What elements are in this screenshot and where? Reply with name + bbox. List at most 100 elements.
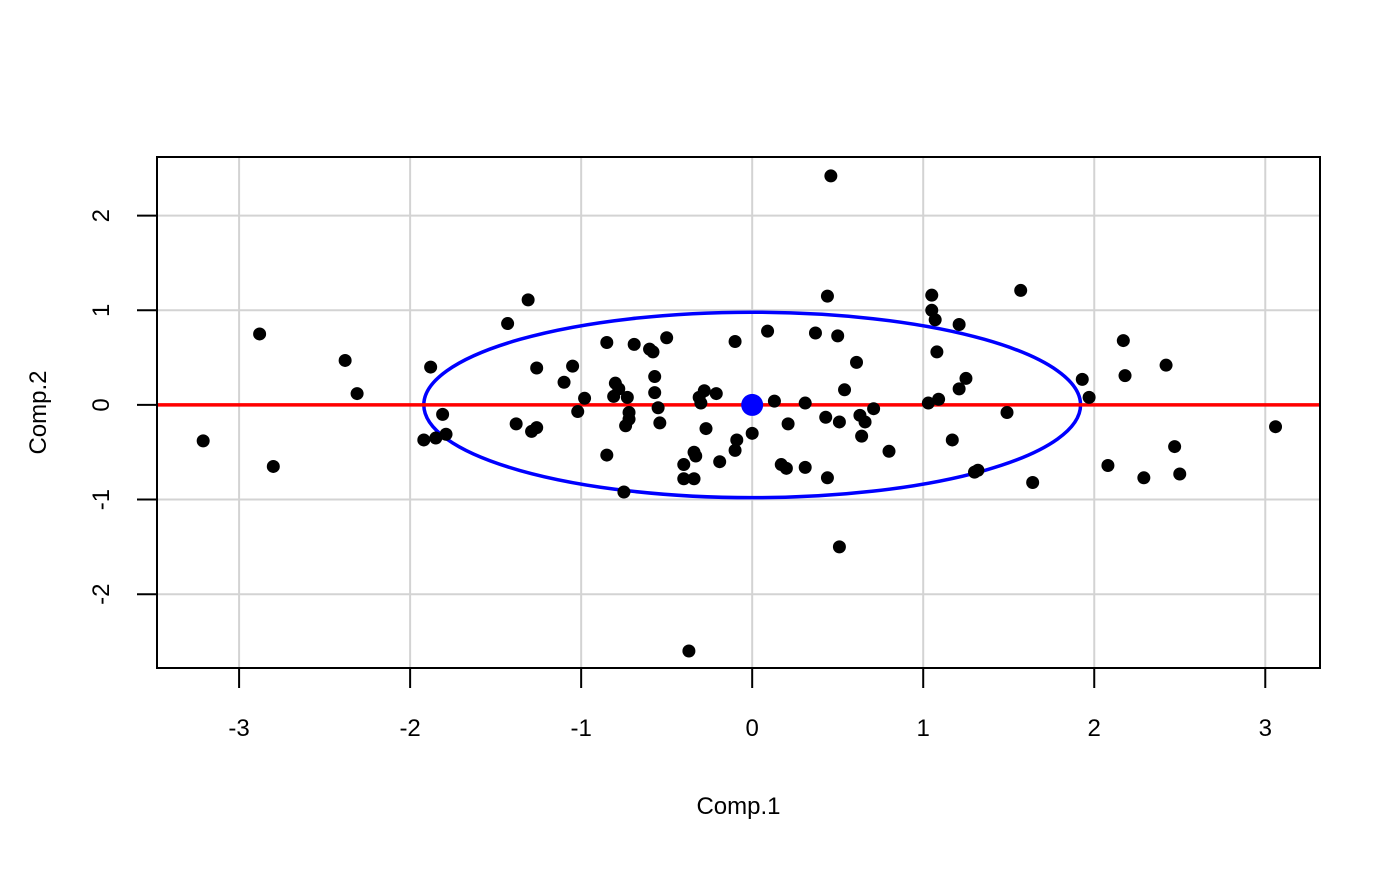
data-point [745, 426, 759, 440]
y-axis: -2 -1 0 1 2 [88, 209, 158, 605]
data-point [1026, 476, 1040, 490]
data-point [945, 433, 959, 447]
data-point [607, 389, 621, 403]
data-point [501, 317, 515, 331]
data-point [1014, 283, 1028, 297]
data-point [1159, 358, 1173, 372]
x-tick-label: -3 [228, 715, 249, 742]
y-tick-label: -1 [88, 489, 115, 510]
data-point [617, 485, 631, 499]
x-tick-label: -2 [399, 715, 420, 742]
data-point [930, 345, 944, 359]
data-point [429, 431, 443, 445]
x-tick-label: -1 [570, 715, 591, 742]
data-point [439, 427, 453, 441]
data-point [530, 361, 544, 375]
y-tick-label: 2 [88, 209, 115, 222]
x-tick-label: 0 [746, 715, 759, 742]
data-point [928, 313, 942, 327]
data-point [687, 472, 701, 486]
data-point [694, 396, 708, 410]
data-point [850, 355, 864, 369]
data-point [1137, 471, 1151, 485]
data-point [1116, 334, 1130, 348]
data-point [689, 449, 703, 463]
data-point [600, 448, 614, 462]
y-tick-label: 0 [88, 398, 115, 411]
center-point [741, 393, 764, 416]
data-point [620, 390, 634, 404]
data-point [781, 417, 795, 431]
x-tick-label: 2 [1088, 715, 1101, 742]
data-point [424, 360, 438, 374]
data-point [648, 370, 662, 384]
data-point [832, 540, 846, 554]
data-point [798, 460, 812, 474]
data-point [1000, 406, 1014, 419]
data-point [196, 434, 210, 448]
data-point [820, 289, 834, 303]
data-point [767, 394, 781, 408]
x-axis-label: Comp.1 [696, 793, 780, 820]
data-point [627, 337, 641, 351]
data-point [831, 329, 845, 343]
data-point [824, 169, 838, 183]
data-point [648, 386, 662, 400]
data-point [651, 401, 665, 415]
x-tick-label: 3 [1259, 715, 1272, 742]
data-point [921, 396, 935, 410]
data-point [713, 455, 727, 469]
data-point [779, 461, 793, 475]
x-axis: -3 -2 -1 0 1 2 3 [228, 667, 1272, 742]
data-point [653, 416, 667, 430]
data-point [253, 327, 267, 341]
data-point [952, 382, 966, 396]
data-point [350, 387, 364, 401]
data-point [338, 353, 352, 367]
y-axis-label: Comp.2 [25, 370, 52, 454]
data-point [959, 371, 973, 385]
data-point [521, 293, 535, 307]
data-point [932, 392, 946, 406]
y-tick-label: 1 [88, 304, 115, 317]
data-point [660, 331, 674, 345]
grid [157, 157, 1320, 668]
data-point [266, 459, 280, 473]
data-point [677, 472, 691, 486]
data-point [1168, 440, 1182, 454]
data-point [525, 424, 539, 438]
data-point [578, 391, 592, 405]
data-point [952, 317, 966, 331]
data-point [820, 471, 834, 485]
data-point [855, 429, 869, 443]
plot-frame [156, 156, 1321, 669]
center-point-layer [741, 393, 764, 416]
data-point [730, 433, 744, 447]
data-point [677, 458, 691, 472]
data-point [1269, 420, 1283, 434]
data-point [858, 415, 872, 429]
data-point [728, 335, 742, 349]
data-point [808, 326, 822, 340]
data-point [1173, 467, 1187, 481]
data-point [436, 407, 450, 421]
data-point [417, 433, 431, 447]
data-point [557, 375, 571, 389]
data-point [882, 444, 896, 458]
data-point [728, 443, 742, 457]
data-point [832, 415, 846, 429]
data-point [761, 324, 775, 338]
data-point [1101, 458, 1115, 472]
data-point [619, 419, 633, 433]
data-point [682, 644, 696, 658]
data-points [196, 169, 1283, 658]
data-point [971, 463, 985, 477]
data-point [566, 359, 580, 373]
data-point [1075, 372, 1089, 386]
data-point [571, 405, 585, 419]
data-point [838, 383, 852, 397]
x-tick-label: 1 [917, 715, 930, 742]
data-point [1118, 369, 1132, 383]
